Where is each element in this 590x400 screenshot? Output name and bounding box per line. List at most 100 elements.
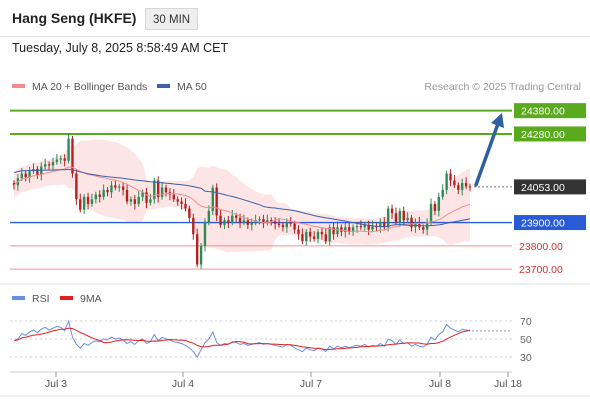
candle-body: [160, 187, 164, 197]
candle-body: [141, 192, 144, 197]
candle-body: [277, 223, 281, 225]
candle-body: [121, 186, 125, 190]
candle-body: [20, 173, 23, 179]
candle-body: [59, 158, 62, 160]
candle-body: [383, 222, 386, 228]
candle-body: [363, 224, 366, 228]
candle-body: [464, 182, 468, 187]
candle-body: [227, 220, 230, 223]
rsi-legend-swatch-1: [60, 296, 73, 300]
candle-body: [441, 189, 444, 197]
level-labels: 24380.00 24280.00 24053.00 23900.00 23800.00…: [514, 103, 586, 276]
candle-body: [90, 199, 94, 204]
candle-body: [445, 173, 448, 190]
legend-swatch-1: [157, 84, 170, 88]
bollinger-band: [14, 139, 470, 253]
candle-body: [402, 210, 405, 221]
candle-body: [110, 185, 113, 193]
candle-body: [36, 168, 39, 175]
candle-body: [180, 201, 183, 204]
credit-text: Research © 2025 Trading Central: [424, 81, 581, 93]
candle-body: [172, 194, 175, 200]
candle-body: [344, 227, 347, 232]
forecast-arrow: [474, 112, 504, 187]
candle-body: [106, 189, 109, 193]
support-label-5: 23700.00: [519, 264, 563, 276]
support-label-4: 23800.00: [519, 241, 563, 253]
candle-body: [176, 199, 179, 202]
pivot-label-bg-3: [514, 215, 586, 231]
candle-body: [195, 234, 199, 265]
rsi-ma-line: [13, 327, 471, 351]
candle-body: [316, 231, 320, 239]
candle-body: [258, 219, 261, 221]
candle-body: [266, 220, 269, 223]
candle-body: [355, 226, 359, 228]
candle-body: [390, 208, 394, 214]
candle-body: [297, 229, 300, 235]
candle-body: [340, 227, 343, 232]
candle-body: [125, 189, 129, 202]
candle-body: [406, 217, 409, 221]
rsi-legend-label-0: RSI: [32, 293, 50, 305]
candle-body: [153, 180, 156, 200]
x-tick-label-1: Jul 4: [172, 378, 194, 390]
candle-body: [328, 227, 331, 242]
candle-body: [262, 219, 265, 223]
candle-body: [246, 220, 250, 225]
x-tick-label-0: Jul 3: [45, 378, 67, 390]
candle-body: [422, 227, 425, 230]
candle-body: [86, 196, 90, 204]
candle-body: [55, 159, 59, 162]
candle-body: [238, 217, 242, 223]
candle-body: [301, 234, 304, 242]
x-tick-label-3: Jul 8: [429, 378, 451, 390]
moving-averages: [13, 166, 471, 233]
candle-body: [351, 227, 355, 232]
candle-body: [157, 180, 160, 197]
rsi-legend-swatch-0: [12, 296, 25, 300]
timestamp: Tuesday, July 8, 2025 8:58:49 AM CET: [12, 41, 229, 55]
candle-body: [418, 222, 421, 228]
candle-body: [289, 222, 292, 224]
resistance-label-0: 24380.00: [521, 106, 565, 118]
timeframe-button[interactable]: 30 MIN: [145, 8, 199, 30]
last-label-bg-2: [514, 179, 586, 195]
candle-body: [371, 226, 374, 230]
candle-body: [24, 173, 27, 178]
candle-body: [312, 236, 316, 239]
candle-body: [199, 245, 203, 265]
x-axis: Jul 3 Jul 4 Jul 7 Jul 8 Jul 18: [0, 371, 590, 397]
rsi-panel: 70 50 30: [10, 316, 532, 364]
candle-body: [47, 164, 51, 166]
main-legend: MA 20 + Bollinger Bands MA 50: [12, 81, 207, 93]
candle-body: [379, 222, 382, 228]
candle-body: [137, 196, 140, 204]
candle-body: [75, 173, 78, 200]
rsi-legend-label-1: 9MA: [80, 293, 102, 305]
legend-swatch-0: [12, 84, 25, 88]
candle-body: [410, 217, 413, 228]
candle-body: [79, 199, 82, 210]
candle-body: [51, 161, 55, 166]
candle-body: [71, 138, 74, 174]
candle-body: [293, 223, 296, 230]
candle-body: [188, 208, 191, 218]
resistance-label-bg-0: [514, 103, 586, 119]
candle-body: [215, 187, 218, 216]
candle-body: [320, 231, 324, 235]
resistance-label-1: 24280.00: [521, 129, 565, 141]
candle-body: [273, 221, 277, 224]
candle-body: [184, 203, 187, 209]
candle-body: [250, 222, 253, 225]
candlesticks: [12, 133, 472, 269]
candle-body: [43, 164, 47, 167]
rsi-tick-0: 70: [520, 316, 532, 328]
candle-body: [324, 234, 327, 242]
candle-body: [347, 227, 351, 232]
candle-body: [28, 171, 31, 178]
candle-body: [145, 192, 148, 203]
candle-body: [429, 203, 433, 223]
bollinger-fill: [14, 139, 470, 253]
